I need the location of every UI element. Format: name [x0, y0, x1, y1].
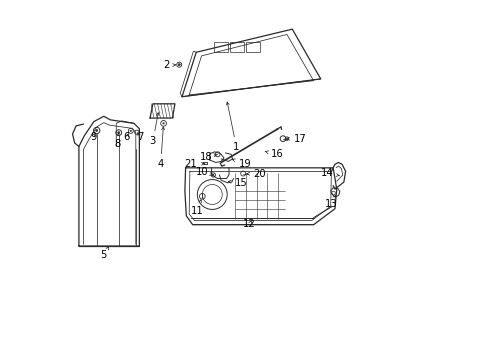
Text: 12: 12	[243, 219, 256, 229]
Text: 10: 10	[196, 167, 212, 177]
Circle shape	[118, 132, 120, 134]
Text: 21: 21	[184, 159, 204, 169]
Text: 1: 1	[226, 102, 239, 152]
Text: 15: 15	[228, 178, 247, 188]
Text: 20: 20	[246, 169, 265, 179]
Circle shape	[178, 64, 180, 66]
Text: 7: 7	[137, 131, 143, 141]
Text: 18: 18	[199, 152, 216, 162]
Text: 11: 11	[190, 200, 203, 216]
Text: 17: 17	[286, 134, 306, 144]
Text: 14: 14	[320, 168, 338, 178]
Text: 19: 19	[232, 159, 251, 169]
Text: 16: 16	[265, 149, 283, 159]
Circle shape	[95, 130, 98, 132]
Text: 4: 4	[157, 127, 164, 169]
Circle shape	[130, 130, 131, 132]
Text: 3: 3	[150, 113, 159, 146]
Text: 8: 8	[114, 133, 120, 149]
Text: 2: 2	[163, 60, 175, 70]
Text: 9: 9	[90, 131, 96, 141]
Circle shape	[163, 123, 164, 124]
Circle shape	[212, 174, 213, 176]
Text: 6: 6	[123, 131, 130, 141]
Text: 13: 13	[324, 195, 336, 209]
Text: 5: 5	[100, 247, 108, 260]
